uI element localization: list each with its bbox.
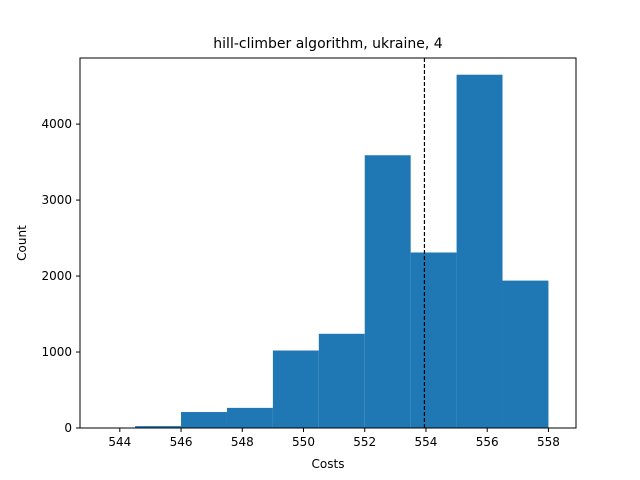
y-tick-label: 2000 xyxy=(41,269,72,283)
x-tick-label: 546 xyxy=(170,435,193,449)
histogram-bar-3 xyxy=(226,407,273,428)
histogram-bar-9 xyxy=(502,280,549,428)
chart-title: hill-climber algorithm, ukraine, 4 xyxy=(213,36,442,52)
y-tick-label: 4000 xyxy=(41,117,72,131)
x-axis-label: Costs xyxy=(312,457,345,471)
x-tick-label: 558 xyxy=(537,435,560,449)
x-axis-ticks: 544 546 548 550 552 554 556 558 xyxy=(108,428,560,449)
histogram-bar-5 xyxy=(318,333,365,428)
histogram-bars xyxy=(135,74,549,429)
x-tick-label: 544 xyxy=(108,435,131,449)
histogram-bar-6 xyxy=(364,155,411,428)
y-axis-ticks: 0 1000 2000 3000 4000 xyxy=(41,117,80,435)
histogram-bar-7 xyxy=(410,252,457,428)
x-tick-label: 552 xyxy=(353,435,376,449)
plot-frame xyxy=(79,57,577,429)
histogram-bar-2 xyxy=(181,412,227,428)
x-tick-label: 548 xyxy=(231,435,254,449)
y-tick-label: 1000 xyxy=(41,345,72,359)
x-tick-label: 556 xyxy=(476,435,499,449)
histogram-bar-8 xyxy=(456,74,503,429)
y-axis-label: Count xyxy=(15,225,29,261)
y-tick-label: 0 xyxy=(64,421,72,435)
x-tick-label: 554 xyxy=(415,435,438,449)
x-tick-label: 550 xyxy=(292,435,315,449)
histogram-bar-4 xyxy=(272,350,319,428)
histogram-bar-1 xyxy=(135,426,182,428)
y-tick-label: 3000 xyxy=(41,193,72,207)
